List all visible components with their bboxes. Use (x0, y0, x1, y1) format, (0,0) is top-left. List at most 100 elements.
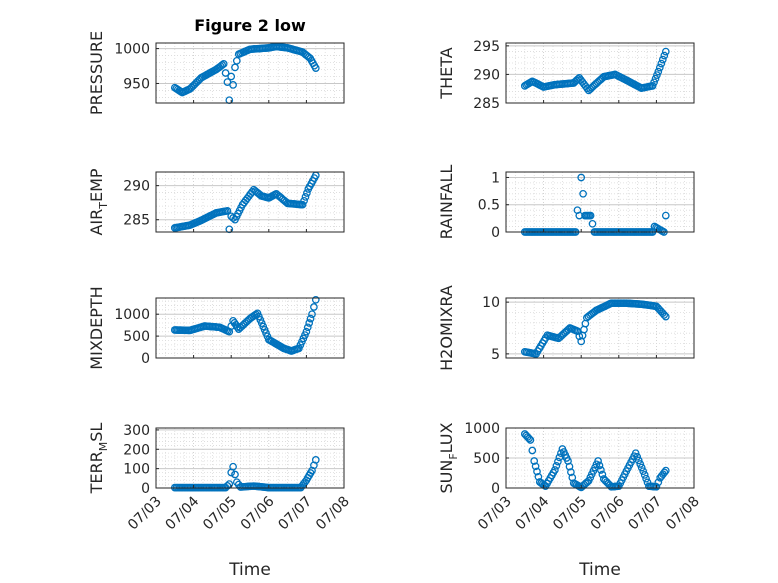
series-markers (520, 299, 670, 358)
series-markers (170, 42, 320, 105)
data-point (308, 310, 316, 319)
axes-panel-4: 0 0.5 1 RAINFALL (437, 165, 695, 241)
data-point (229, 81, 237, 89)
axes-box (505, 42, 695, 104)
data-point (303, 323, 312, 332)
data-point (229, 214, 237, 222)
ytick-label: 500 (473, 451, 500, 467)
data-point (229, 462, 237, 471)
figure-title: Figure 2 low (194, 16, 306, 35)
y-axis-label: H2OMIXRA (437, 285, 456, 371)
xtick-label: 07/06 (588, 493, 628, 533)
data-point (636, 460, 645, 468)
data-point (218, 61, 227, 69)
data-point (653, 71, 661, 79)
data-point (634, 456, 643, 465)
xtick-label: 07/04 (163, 493, 203, 533)
xtick-label: 07/08 (313, 494, 353, 534)
x-axis-label: Time (578, 560, 621, 580)
ytick-label: 5 (491, 347, 500, 363)
data-point (660, 311, 669, 319)
ytick-label: 200 (123, 442, 150, 458)
y-axis-label-main: H2OMIXRA (437, 285, 456, 371)
data-point (642, 474, 650, 483)
data-point (577, 173, 586, 182)
data-point (530, 457, 539, 465)
ytick-label: 100 (123, 462, 150, 478)
y-axis-label-subscript: T (97, 202, 110, 210)
axes-box (505, 297, 695, 359)
data-point (525, 434, 533, 443)
data-point (223, 207, 232, 215)
y-axis-label: TERRMSL (87, 423, 110, 495)
data-point (594, 457, 602, 465)
y-axis-label-rest: SL (87, 423, 106, 442)
data-point (650, 78, 658, 87)
data-point (232, 56, 241, 65)
xtick-label: 07/04 (513, 493, 553, 533)
grid (155, 428, 345, 489)
x-axis-label: Time (228, 560, 271, 580)
ytick-label: 10 (482, 295, 500, 311)
y-axis-label-main: SUN (437, 460, 456, 494)
data-point (575, 211, 584, 220)
data-point (225, 480, 234, 488)
data-point (579, 189, 587, 198)
data-point (595, 461, 604, 470)
data-point (554, 457, 562, 466)
data-point (301, 193, 310, 201)
y-axis-label: THETA (437, 47, 456, 99)
data-point (640, 471, 649, 479)
y-axis-label-main: RAINFALL (437, 165, 456, 240)
data-point (648, 82, 657, 90)
y-axis-label-main: AIR (87, 209, 106, 236)
data-point (651, 74, 660, 83)
axes-panel-1: 950 1000 PRESSURE Figure 2 low (87, 16, 345, 115)
series-markers (520, 430, 670, 492)
data-point (300, 196, 308, 205)
data-point (298, 200, 307, 209)
data-point (660, 51, 669, 60)
xtick-label: 07/08 (663, 494, 703, 534)
data-point (310, 303, 318, 311)
data-point (231, 470, 239, 479)
xtick-label: 07/05 (550, 494, 590, 534)
axes-panel-3: 285 290 AIRTEMP (87, 168, 345, 236)
axes-panel-7: 0 100 200 300 07/0307/0407/0507/0607/0707/08… (87, 423, 353, 580)
data-point (305, 319, 314, 327)
data-point (552, 461, 561, 470)
xtick-label: 07/06 (238, 493, 278, 533)
data-point (597, 466, 605, 474)
axes-box (155, 297, 345, 359)
ytick-label: 295 (473, 39, 500, 55)
y-axis-label: SUNFLUX (437, 422, 460, 493)
data-point (637, 463, 646, 472)
data-point (586, 211, 595, 220)
y-axis-label-rest: EMP (87, 168, 106, 202)
y-axis-label-rest: LUX (437, 422, 456, 453)
y-axis-label: AIRTEMP (87, 168, 110, 235)
data-point (311, 456, 320, 464)
data-point (661, 466, 670, 475)
data-point (221, 69, 230, 77)
xtick-label: 07/03 (475, 494, 515, 534)
grid (505, 171, 695, 233)
xtick-label: 07/05 (200, 494, 240, 534)
data-point (631, 449, 640, 458)
data-point (655, 63, 664, 72)
data-point (588, 219, 597, 228)
y-axis-label-subscript: M (97, 442, 110, 452)
data-point (633, 452, 642, 461)
ytick-label: 0 (141, 481, 150, 497)
data-point (639, 467, 648, 476)
axes-box (155, 42, 345, 104)
ytick-label: 950 (123, 76, 150, 92)
data-point (654, 67, 663, 76)
data-point (526, 436, 535, 444)
data-point (303, 189, 311, 197)
ytick-label: 1000 (464, 421, 500, 437)
axes-panel-2: 285 290 295 THETA (437, 39, 695, 112)
y-axis-label-main: TERR (87, 451, 106, 494)
data-point (661, 211, 670, 220)
data-point (575, 332, 584, 341)
